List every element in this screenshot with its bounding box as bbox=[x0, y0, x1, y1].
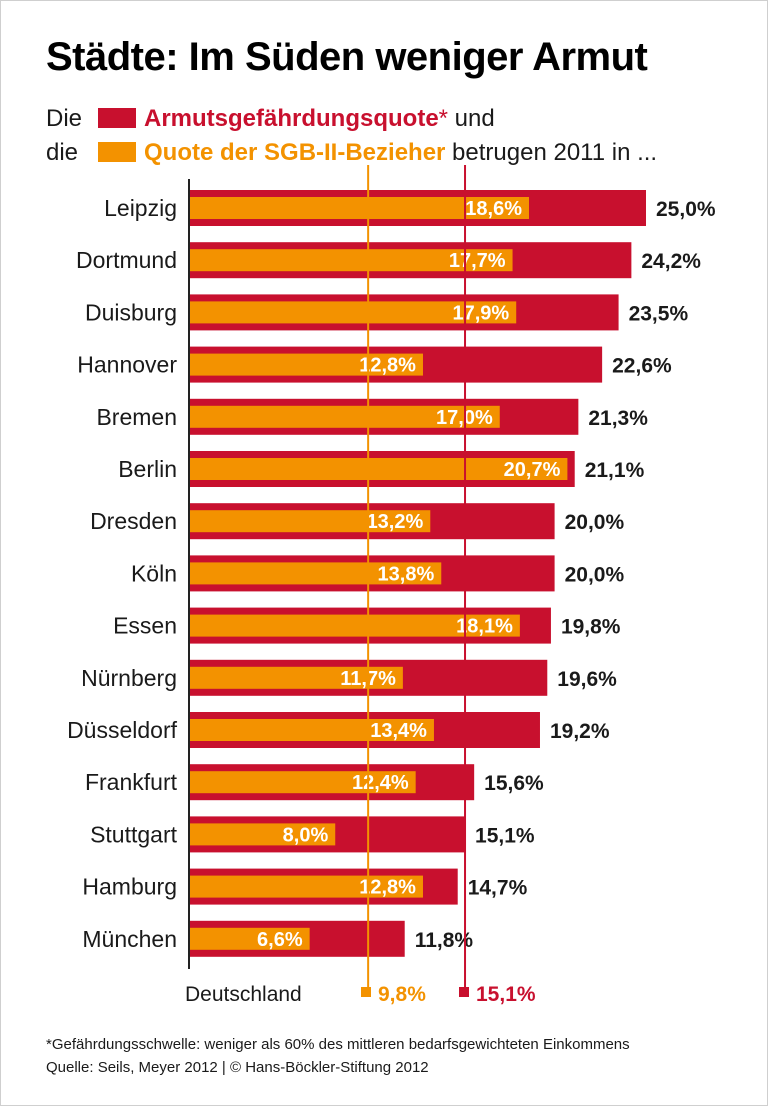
reference-marker-sgb bbox=[361, 987, 371, 997]
legend-suffix-und: und bbox=[448, 105, 495, 132]
city-label-hamburg: Hamburg bbox=[82, 874, 177, 900]
city-label-stuttgart: Stuttgart bbox=[90, 821, 178, 847]
sgb-bar-nuernberg bbox=[189, 666, 403, 689]
sgb-value-label-frankfurt: 12,4% bbox=[352, 772, 409, 794]
sgb-value-label-hamburg: 12,8% bbox=[359, 877, 416, 899]
sgb-value-label-essen: 18,1% bbox=[456, 616, 513, 638]
city-label-koeln: Köln bbox=[131, 560, 177, 586]
sgb-value-label-leipzig: 18,6% bbox=[465, 198, 522, 220]
reference-value-sgb: 9,8% bbox=[378, 983, 426, 1006]
poverty-value-label-dresden: 20,0% bbox=[565, 511, 625, 534]
legend-prefix-die: Die bbox=[46, 105, 83, 132]
poverty-value-label-dortmund: 24,2% bbox=[641, 250, 701, 273]
poverty-value-label-leipzig: 25,0% bbox=[656, 198, 716, 221]
legend-swatch-sgb bbox=[98, 142, 136, 162]
poverty-value-label-hamburg: 14,7% bbox=[468, 877, 528, 900]
legend-label-sgb: Quote der SGB-II-Bezieher bbox=[144, 139, 446, 166]
poverty-value-label-koeln: 20,0% bbox=[565, 563, 625, 586]
poverty-value-label-muenchen: 11,8% bbox=[415, 929, 474, 952]
reference-marker-poverty bbox=[459, 987, 469, 997]
footnote-threshold: *Gefährdungsschwelle: weniger als 60% de… bbox=[46, 1036, 630, 1053]
sgb-bar-duesseldorf bbox=[189, 719, 434, 741]
sgb-bar-dortmund bbox=[189, 249, 513, 272]
sgb-bar-stuttgart bbox=[189, 823, 336, 846]
reference-label: Deutschland bbox=[185, 983, 302, 1006]
legend-line-sgb: die Quote der SGB-II-Bezieher betrugen 20… bbox=[46, 135, 657, 171]
poverty-value-label-nuernberg: 19,6% bbox=[557, 668, 617, 691]
sgb-value-label-dortmund: 17,7% bbox=[449, 250, 506, 272]
sgb-bar-koeln bbox=[189, 562, 442, 585]
city-label-leipzig: Leipzig bbox=[104, 195, 177, 221]
legend-label-poverty: Armutsgefährdungsquote bbox=[144, 105, 439, 132]
city-label-duesseldorf: Düsseldorf bbox=[67, 717, 178, 743]
legend-prefix-die-2: die bbox=[46, 139, 79, 166]
poverty-value-label-bremen: 21,3% bbox=[588, 407, 648, 430]
legend-line-poverty: Die Armutsgefährdungsquote* und bbox=[46, 101, 495, 137]
footnote-source: Quelle: Seils, Meyer 2012 | © Hans-Böckl… bbox=[46, 1059, 429, 1076]
poverty-value-label-stuttgart: 15,1% bbox=[475, 824, 535, 847]
city-label-bremen: Bremen bbox=[96, 404, 177, 430]
sgb-bar-frankfurt bbox=[189, 771, 416, 794]
sgb-value-label-stuttgart: 8,0% bbox=[283, 824, 329, 846]
city-label-essen: Essen bbox=[113, 613, 177, 639]
sgb-bar-berlin bbox=[189, 458, 568, 480]
sgb-bar-hannover bbox=[189, 353, 423, 376]
poverty-value-label-frankfurt: 15,6% bbox=[484, 772, 544, 795]
sgb-value-label-koeln: 13,8% bbox=[378, 563, 435, 585]
sgb-value-label-berlin: 20,7% bbox=[504, 459, 561, 481]
city-label-frankfurt: Frankfurt bbox=[85, 769, 178, 795]
sgb-bar-dresden bbox=[189, 510, 431, 533]
legend-asterisk: * bbox=[438, 105, 449, 132]
sgb-bar-essen bbox=[189, 614, 520, 637]
sgb-value-label-duesseldorf: 13,4% bbox=[370, 720, 427, 742]
poverty-value-label-berlin: 21,1% bbox=[585, 459, 645, 482]
poverty-value-label-duisburg: 23,5% bbox=[629, 302, 689, 325]
poverty-value-label-hannover: 22,6% bbox=[612, 355, 672, 378]
sgb-value-label-duisburg: 17,9% bbox=[452, 302, 509, 324]
poverty-value-label-essen: 19,8% bbox=[561, 616, 621, 639]
sgb-value-label-dresden: 13,2% bbox=[367, 511, 424, 533]
city-label-muenchen: München bbox=[82, 926, 177, 952]
sgb-bar-bremen bbox=[189, 405, 500, 428]
sgb-value-label-hannover: 12,8% bbox=[359, 355, 416, 377]
chart-title: Städte: Im Süden weniger Armut bbox=[46, 35, 648, 79]
sgb-bar-hamburg bbox=[189, 875, 423, 898]
city-label-berlin: Berlin bbox=[118, 456, 177, 482]
city-label-nuernberg: Nürnberg bbox=[81, 665, 177, 691]
city-label-hannover: Hannover bbox=[77, 352, 177, 378]
reference-value-poverty: 15,1% bbox=[476, 983, 536, 1006]
city-label-dortmund: Dortmund bbox=[76, 247, 177, 273]
sgb-bar-duisburg bbox=[189, 301, 517, 324]
sgb-value-label-muenchen: 6,6% bbox=[257, 929, 303, 951]
legend-swatch-poverty bbox=[98, 108, 136, 128]
city-label-duisburg: Duisburg bbox=[85, 299, 177, 325]
poverty-value-label-duesseldorf: 19,2% bbox=[550, 720, 610, 743]
sgb-bar-leipzig bbox=[189, 197, 530, 219]
sgb-bar-muenchen bbox=[189, 927, 310, 950]
legend-suffix: betrugen 2011 in ... bbox=[445, 139, 658, 166]
city-label-dresden: Dresden bbox=[90, 508, 177, 534]
